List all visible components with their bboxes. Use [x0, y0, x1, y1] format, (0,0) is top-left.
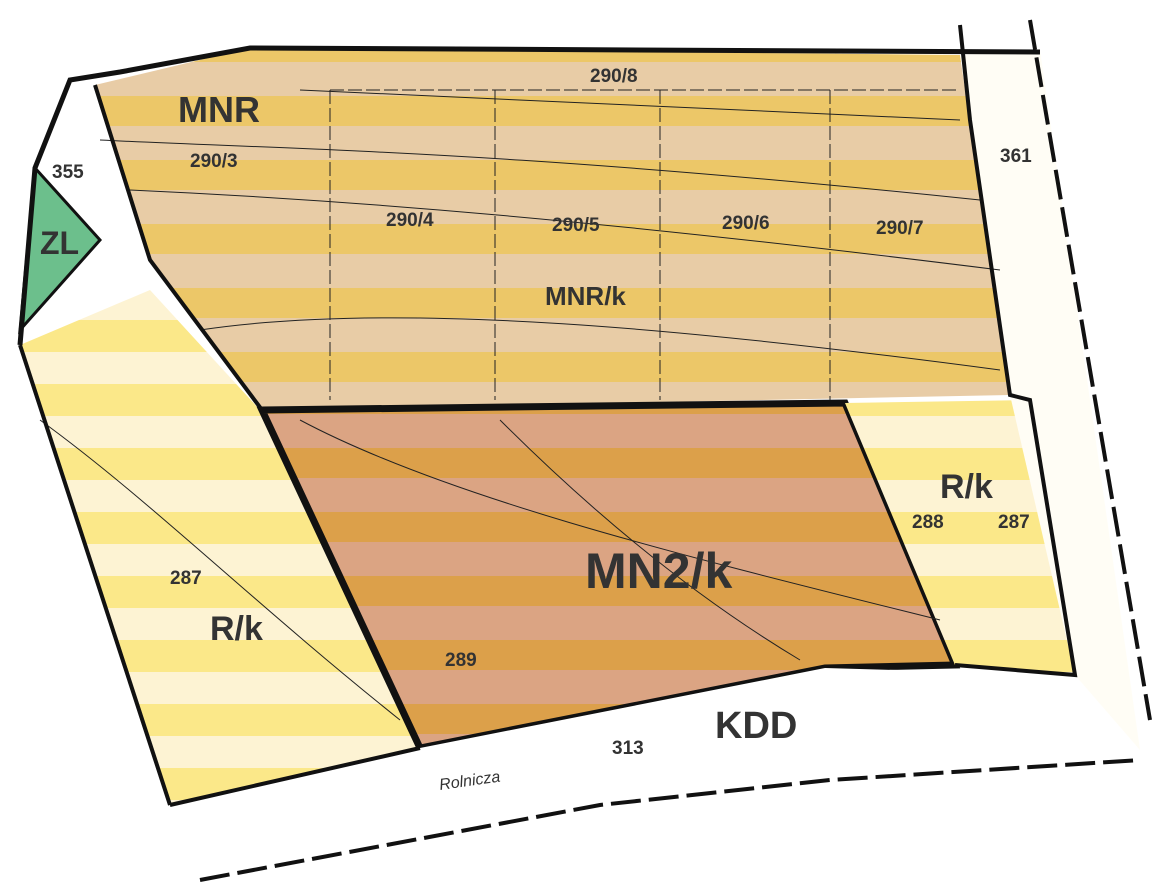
boundaries: [17, 19, 1152, 882]
parcel-label: 361: [1000, 146, 1032, 167]
boundary: [954, 24, 1078, 678]
boundary: [18, 344, 172, 806]
parcel-label: 290/4: [386, 210, 434, 231]
boundary: [169, 746, 421, 807]
labels: MNR MNR/k MN2/k R/k R/k ZL KDD 290/8 290…: [40, 66, 1032, 794]
parcel-label: 287: [998, 512, 1030, 533]
parcel-label: 287: [170, 568, 202, 589]
area-r-k-left: [20, 290, 420, 805]
parcel-label: 355: [52, 162, 84, 183]
area-r-k-right: [845, 400, 1075, 675]
areas: [18, 48, 1140, 880]
road-edge: [1028, 19, 1152, 721]
parcel-label: 288: [912, 512, 944, 533]
zone-label: MNR/k: [545, 281, 626, 311]
contour: [129, 189, 1001, 271]
zone-label: R/k: [940, 468, 993, 506]
zone-label: R/k: [210, 610, 263, 648]
road-edge: [199, 758, 1141, 882]
contour: [499, 419, 801, 661]
parcel-label: 290/3: [190, 151, 238, 172]
parcel-label: 290/6: [722, 213, 770, 234]
zone-label: MN2/k: [585, 543, 732, 599]
road-kdd: [170, 668, 1140, 880]
boundary: [93, 84, 264, 412]
parcel-label: 289: [445, 650, 477, 671]
parcel-label: 290/5: [552, 215, 600, 236]
area-mn2-k: [256, 399, 961, 752]
zone-label: KDD: [715, 705, 797, 747]
parcel-label: 290/8: [590, 66, 638, 87]
parcel-label: 290/7: [876, 218, 924, 239]
boundary: [17, 45, 1041, 346]
zone-label: ZL: [40, 225, 79, 261]
contour: [99, 139, 981, 201]
parcel-label: 313: [612, 738, 644, 759]
road-361: [960, 50, 1140, 750]
contour: [299, 419, 941, 621]
contour: [199, 317, 1001, 371]
zone-label: MNR: [178, 89, 260, 130]
contour: [39, 419, 401, 721]
